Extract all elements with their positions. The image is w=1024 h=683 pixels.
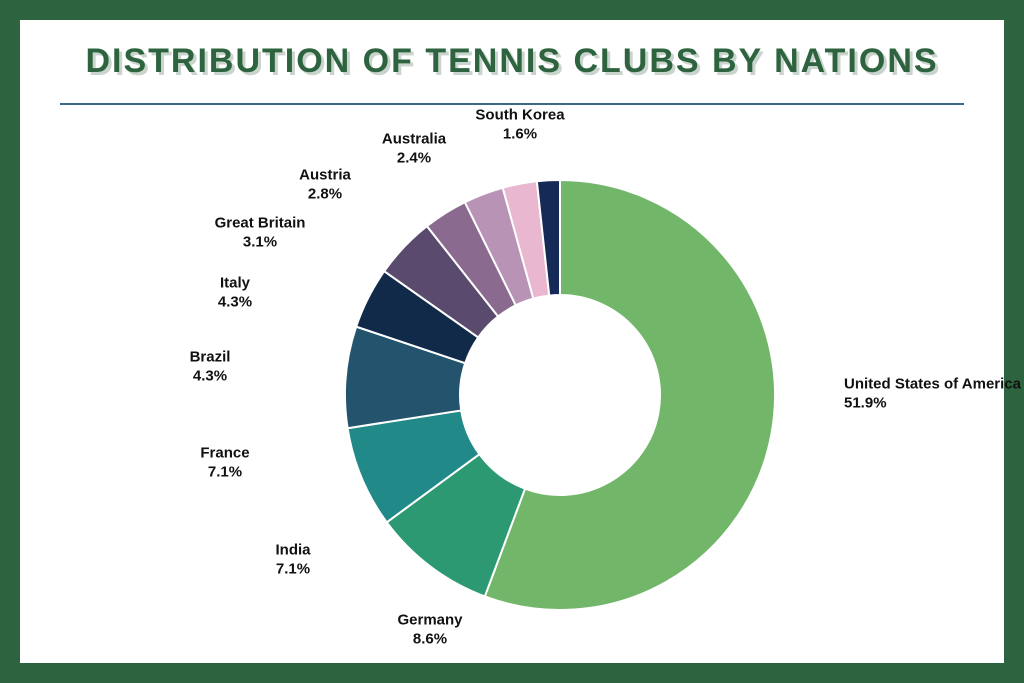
donut-svg [345,180,775,610]
slice-label-italy: Italy4.3% [218,274,252,312]
slice-label-india: India7.1% [275,541,310,579]
slice-label-percent: 4.3% [190,367,231,386]
slice-label-name: South Korea [475,106,564,125]
slice-label-france: France7.1% [200,444,249,482]
slice-label-name: Germany [397,611,462,630]
slice-label-percent: 2.4% [382,149,446,168]
slice-label-australia: Australia2.4% [382,130,446,168]
chart-frame: DISTRIBUTION OF TENNIS CLUBS BY NATIONS … [0,0,1024,683]
slice-label-great-britain: Great Britain3.1% [215,214,306,252]
slice-label-percent: 1.6% [475,125,564,144]
slice-label-percent: 8.6% [397,630,462,649]
chart-area: United States of America51.9%Germany8.6%… [20,105,1004,655]
slice-label-name: Italy [218,274,252,293]
slice-label-name: Great Britain [215,214,306,233]
slice-label-united-states-of-america: United States of America51.9% [844,375,1021,413]
slice-label-name: France [200,444,249,463]
slice-label-south-korea: South Korea1.6% [475,106,564,144]
donut-chart [345,180,775,610]
slice-label-name: India [275,541,310,560]
slice-label-percent: 7.1% [275,560,310,579]
slice-label-percent: 4.3% [218,293,252,312]
slice-label-percent: 51.9% [844,394,1021,413]
slice-label-name: Australia [382,130,446,149]
slice-label-name: Brazil [190,348,231,367]
slice-label-name: Austria [299,166,351,185]
header: DISTRIBUTION OF TENNIS CLUBS BY NATIONS [20,20,1004,91]
slice-label-percent: 3.1% [215,233,306,252]
slice-label-brazil: Brazil4.3% [190,348,231,386]
chart-title: DISTRIBUTION OF TENNIS CLUBS BY NATIONS [60,42,964,81]
slice-label-name: United States of America [844,375,1021,394]
slice-label-germany: Germany8.6% [397,611,462,649]
slice-label-percent: 7.1% [200,463,249,482]
slice-label-percent: 2.8% [299,185,351,204]
slice-label-austria: Austria2.8% [299,166,351,204]
